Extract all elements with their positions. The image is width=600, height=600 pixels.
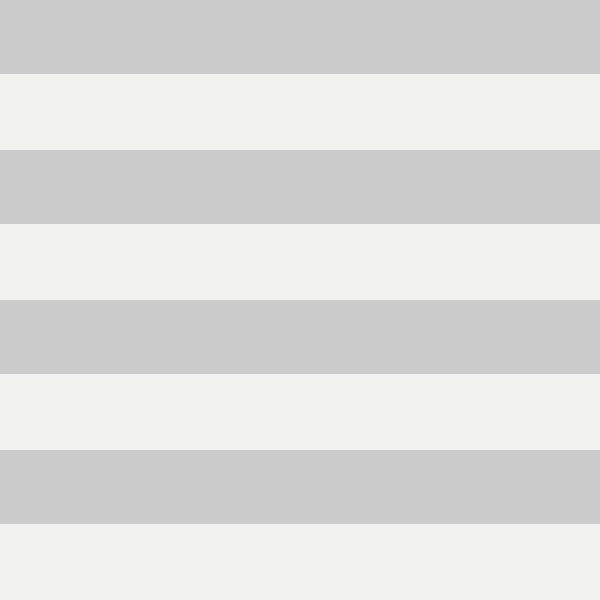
stripe-band-2-gray [0,150,600,225]
stripe-band-3-white [0,224,600,301]
stripe-band-0-gray [0,0,600,75]
stripe-band-4-gray [0,300,600,375]
stripe-band-1-white [0,74,600,151]
stripe-band-7-white [0,524,600,600]
stripe-band-5-white [0,374,600,451]
stripe-band-6-gray [0,450,600,525]
